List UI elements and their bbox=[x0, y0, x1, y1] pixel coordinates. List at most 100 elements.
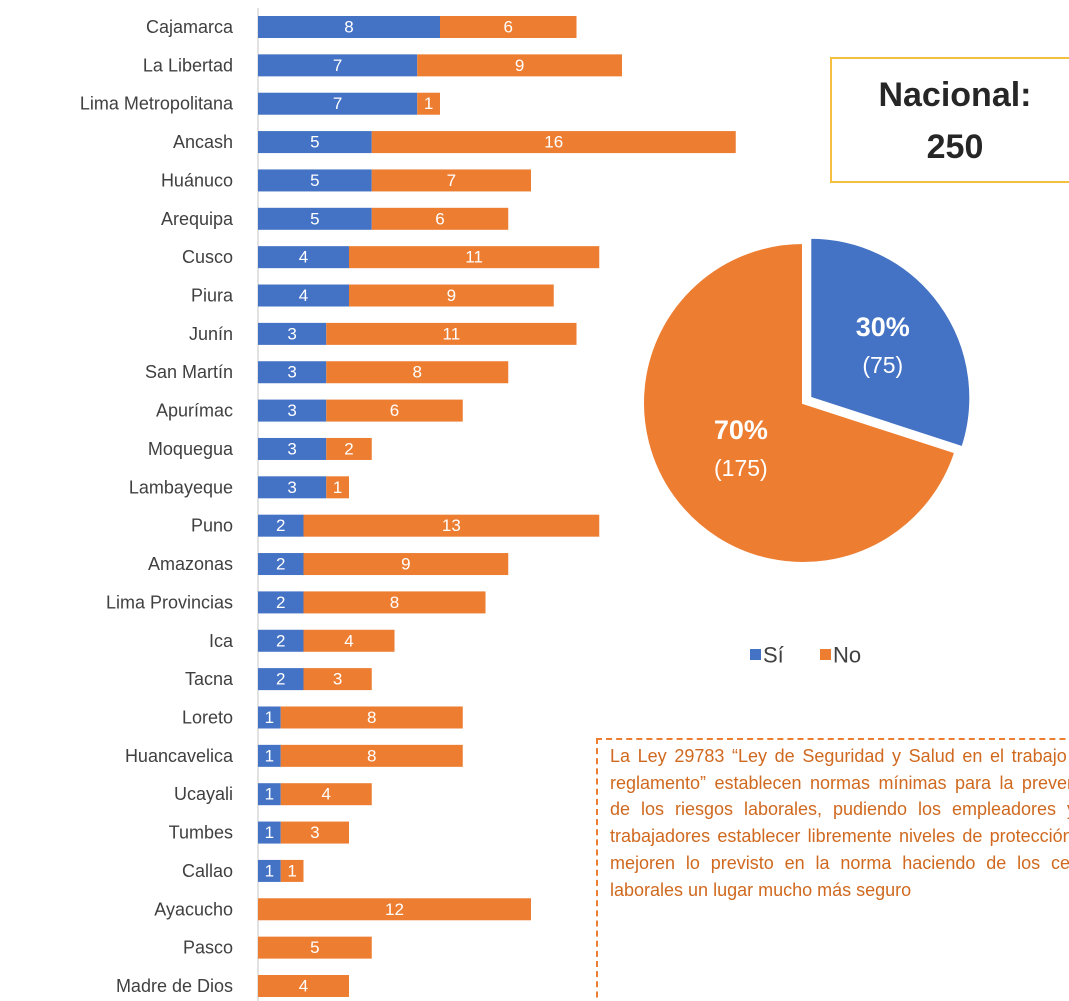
national-total: 250 bbox=[926, 128, 984, 166]
national-box: Nacional: 250 bbox=[830, 57, 1069, 183]
data-label: 5 bbox=[310, 171, 319, 190]
bar-segment bbox=[258, 821, 281, 844]
bar-segment bbox=[258, 16, 440, 38]
bar-segment bbox=[258, 54, 418, 77]
data-label: 8 bbox=[344, 18, 353, 37]
bar-segment bbox=[258, 936, 372, 959]
data-label: 3 bbox=[287, 324, 296, 343]
pie-percent: 70% bbox=[714, 415, 768, 445]
data-label: 1 bbox=[287, 861, 296, 880]
bar-segment bbox=[258, 553, 304, 576]
data-label: 1 bbox=[265, 708, 274, 727]
bar-segment bbox=[326, 322, 577, 345]
data-label: 4 bbox=[299, 977, 308, 996]
bar-segment bbox=[371, 169, 531, 192]
data-label: 2 bbox=[276, 516, 285, 535]
pie-count: (175) bbox=[714, 455, 768, 481]
note-box: La Ley 29783 “Ley de Seguridad y Salud e… bbox=[596, 738, 1069, 1001]
legend-label: No bbox=[833, 643, 861, 668]
category-label: Moquegua bbox=[148, 439, 234, 459]
bar-segment bbox=[258, 476, 327, 499]
bar-segment bbox=[371, 207, 509, 230]
data-label: 4 bbox=[299, 248, 308, 267]
bar-segment bbox=[280, 859, 304, 882]
category-label: Madre de Dios bbox=[116, 976, 233, 996]
data-label: 1 bbox=[333, 478, 342, 497]
data-label: 4 bbox=[322, 785, 331, 804]
data-label: 3 bbox=[287, 401, 296, 420]
category-label: Cusco bbox=[182, 247, 233, 267]
legend-swatch bbox=[750, 649, 761, 660]
category-label: Piura bbox=[191, 286, 234, 306]
bar-segment bbox=[258, 169, 372, 192]
category-label: Tacna bbox=[185, 669, 234, 689]
category-label: Huancavelica bbox=[125, 746, 234, 766]
data-label: 9 bbox=[401, 555, 410, 574]
bar-segment bbox=[258, 591, 304, 614]
category-label: Loreto bbox=[182, 707, 233, 727]
category-label: Amazonas bbox=[148, 554, 233, 574]
category-label: Ica bbox=[209, 631, 234, 651]
pie-percent: 30% bbox=[856, 312, 910, 342]
data-label: 7 bbox=[447, 171, 456, 190]
bar-segment bbox=[417, 54, 622, 77]
data-label: 1 bbox=[265, 823, 274, 842]
data-label: 2 bbox=[344, 439, 353, 458]
bar-segment bbox=[303, 668, 372, 691]
data-label: 11 bbox=[443, 324, 461, 343]
category-label: Puno bbox=[191, 516, 233, 536]
pie-count: (75) bbox=[862, 352, 903, 378]
data-label: 6 bbox=[435, 209, 444, 228]
bar-segment bbox=[258, 629, 304, 652]
category-label: San Martín bbox=[145, 362, 233, 382]
bar-segment bbox=[326, 437, 372, 460]
bar-segment bbox=[258, 898, 531, 921]
bar-segment bbox=[258, 284, 349, 307]
data-label: 3 bbox=[287, 478, 296, 497]
bar-segment bbox=[326, 476, 349, 499]
bar-segment bbox=[326, 399, 463, 422]
data-label: 8 bbox=[413, 363, 422, 382]
category-label: Lima Provincias bbox=[106, 592, 233, 612]
bar-segment bbox=[258, 361, 327, 384]
data-label: 5 bbox=[310, 133, 319, 152]
bar-segment bbox=[258, 859, 281, 882]
bar-segment bbox=[303, 629, 395, 652]
category-label: Junín bbox=[189, 324, 233, 344]
data-label: 8 bbox=[367, 708, 376, 727]
bar-segment bbox=[258, 92, 418, 115]
bar-segment bbox=[258, 706, 281, 729]
legend-swatch bbox=[820, 649, 831, 660]
pie-slice bbox=[642, 241, 957, 564]
bar-segment bbox=[258, 399, 327, 422]
bar-segment bbox=[349, 246, 600, 269]
data-label: 9 bbox=[447, 286, 456, 305]
data-label: 8 bbox=[390, 593, 399, 612]
data-label: 1 bbox=[265, 785, 274, 804]
data-label: 3 bbox=[287, 439, 296, 458]
bar-segment bbox=[280, 706, 463, 729]
category-label: Tumbes bbox=[169, 823, 233, 843]
bar-segment bbox=[280, 783, 372, 806]
bar-segment bbox=[258, 668, 304, 691]
data-label: 11 bbox=[465, 248, 483, 267]
bar-segment bbox=[371, 131, 736, 154]
legend-label: Sí bbox=[763, 643, 784, 668]
bar-segment bbox=[303, 591, 486, 614]
category-label: La Libertad bbox=[143, 55, 233, 75]
category-label: Ayacucho bbox=[154, 899, 233, 919]
bar-segment bbox=[258, 322, 327, 345]
data-label: 2 bbox=[276, 670, 285, 689]
category-label: Ancash bbox=[173, 132, 233, 152]
data-label: 5 bbox=[310, 938, 319, 957]
data-label: 2 bbox=[276, 631, 285, 650]
bar-segment bbox=[417, 92, 440, 115]
data-label: 2 bbox=[276, 593, 285, 612]
national-label: Nacional: bbox=[878, 76, 1032, 114]
data-label: 7 bbox=[333, 94, 342, 113]
bar-segment bbox=[258, 514, 304, 537]
data-label: 1 bbox=[265, 861, 274, 880]
category-label: Huánuco bbox=[161, 170, 233, 190]
